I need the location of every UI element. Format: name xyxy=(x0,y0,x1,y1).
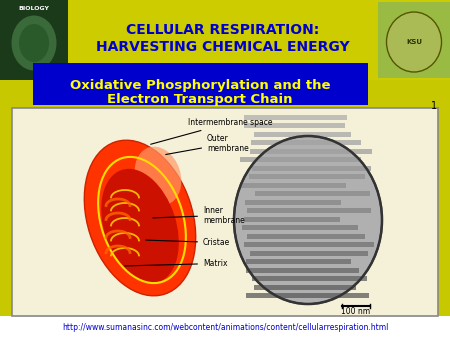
Text: 1: 1 xyxy=(431,101,437,111)
Bar xyxy=(249,174,365,179)
Bar xyxy=(251,140,361,145)
Bar xyxy=(252,276,367,281)
Bar xyxy=(0,0,450,80)
Bar xyxy=(244,217,340,221)
Ellipse shape xyxy=(135,147,181,206)
Bar xyxy=(245,199,341,204)
Bar xyxy=(246,293,369,298)
Text: Intermembrane space: Intermembrane space xyxy=(151,118,273,144)
Bar xyxy=(250,250,368,256)
Bar xyxy=(0,0,68,80)
Bar xyxy=(254,131,351,137)
Bar xyxy=(240,157,361,162)
Text: KSU: KSU xyxy=(406,39,422,45)
Text: http://www.sumanasinc.com/webcontent/animations/content/cellularrespiration.html: http://www.sumanasinc.com/webcontent/ani… xyxy=(62,322,388,332)
Bar xyxy=(244,123,345,128)
Bar xyxy=(12,108,438,316)
Text: Inner
membrane: Inner membrane xyxy=(153,206,245,225)
Ellipse shape xyxy=(12,16,57,71)
Text: Outer
membrane: Outer membrane xyxy=(166,134,249,154)
Bar xyxy=(244,115,347,120)
Text: Oxidative Phosphorylation and the: Oxidative Phosphorylation and the xyxy=(70,79,330,93)
Ellipse shape xyxy=(101,169,179,283)
Text: 100 nm: 100 nm xyxy=(342,307,370,315)
Bar xyxy=(242,225,358,230)
Ellipse shape xyxy=(19,24,49,62)
Ellipse shape xyxy=(84,140,196,296)
Ellipse shape xyxy=(234,136,382,304)
Text: CELLULAR RESPIRATION:: CELLULAR RESPIRATION: xyxy=(126,23,320,37)
Bar xyxy=(378,2,450,78)
Bar xyxy=(247,234,365,239)
Bar xyxy=(0,316,450,338)
Text: BIOLOGY: BIOLOGY xyxy=(18,5,50,10)
Bar xyxy=(240,183,346,188)
Text: HARVESTING CHEMICAL ENERGY: HARVESTING CHEMICAL ENERGY xyxy=(96,40,350,54)
Bar xyxy=(255,191,370,196)
Bar xyxy=(244,242,374,247)
Bar xyxy=(252,166,371,170)
Text: Electron Transport Chain: Electron Transport Chain xyxy=(107,93,293,105)
Text: Cristae: Cristae xyxy=(146,238,230,247)
Bar xyxy=(250,148,372,153)
Text: Matrix: Matrix xyxy=(125,259,228,268)
Bar xyxy=(33,63,368,105)
Bar xyxy=(246,259,351,264)
Bar xyxy=(254,285,356,290)
Bar xyxy=(246,267,359,272)
Bar xyxy=(247,208,371,213)
Ellipse shape xyxy=(387,12,441,72)
